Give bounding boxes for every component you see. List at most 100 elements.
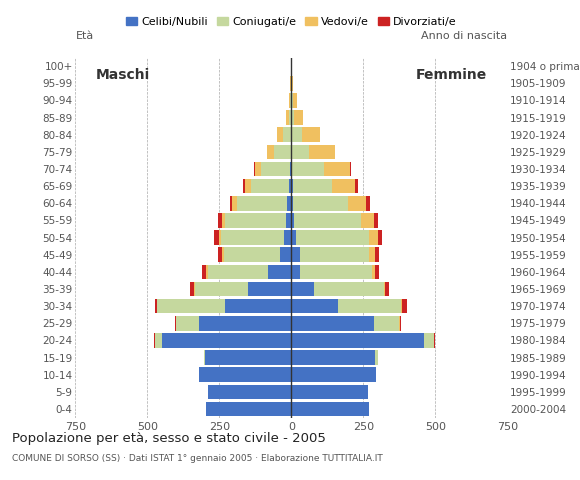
Bar — [206, 402, 292, 416]
Bar — [375, 350, 378, 365]
Bar — [243, 179, 245, 193]
Bar — [292, 333, 424, 348]
Bar — [424, 333, 434, 348]
Bar — [218, 213, 222, 228]
Bar — [292, 402, 369, 416]
Bar — [194, 282, 195, 296]
Bar — [248, 282, 292, 296]
Bar — [294, 110, 303, 125]
Bar — [280, 248, 292, 262]
Bar — [292, 128, 302, 142]
Bar — [224, 248, 280, 262]
Bar — [383, 282, 385, 296]
Bar — [401, 299, 403, 313]
Bar — [200, 368, 292, 382]
Bar — [155, 299, 157, 313]
Bar — [292, 162, 324, 176]
Bar — [155, 333, 162, 348]
Text: Maschi: Maschi — [96, 68, 150, 82]
Bar — [292, 76, 293, 91]
Text: Età: Età — [75, 31, 93, 41]
Bar — [218, 248, 222, 262]
Bar — [374, 213, 378, 228]
Bar — [293, 179, 332, 193]
Bar — [261, 162, 290, 176]
Bar — [292, 144, 309, 159]
Bar — [375, 248, 379, 262]
Bar — [274, 144, 292, 159]
Bar — [205, 350, 292, 365]
Bar — [400, 316, 401, 331]
Text: Popolazione per età, sesso e stato civile - 2005: Popolazione per età, sesso e stato civil… — [12, 432, 325, 445]
Bar — [158, 299, 225, 313]
Bar — [277, 128, 283, 142]
Bar — [293, 196, 347, 211]
Bar — [292, 316, 374, 331]
Bar — [195, 282, 248, 296]
Bar — [292, 196, 293, 211]
Bar — [294, 213, 361, 228]
Bar — [176, 316, 200, 331]
Bar — [290, 93, 292, 108]
Bar — [369, 230, 378, 245]
Bar — [292, 368, 376, 382]
Bar — [338, 299, 401, 313]
Bar — [292, 282, 314, 296]
Bar — [375, 264, 379, 279]
Bar — [292, 248, 300, 262]
Bar — [385, 282, 389, 296]
Bar — [361, 213, 374, 228]
Bar — [292, 384, 368, 399]
Bar — [206, 264, 208, 279]
Bar — [378, 230, 382, 245]
Bar — [208, 384, 292, 399]
Bar — [286, 110, 289, 125]
Bar — [292, 230, 296, 245]
Bar — [292, 264, 300, 279]
Bar — [190, 282, 194, 296]
Bar — [372, 264, 375, 279]
Bar — [292, 213, 294, 228]
Bar — [245, 179, 251, 193]
Bar — [204, 350, 205, 365]
Bar — [287, 196, 292, 211]
Bar — [255, 162, 261, 176]
Bar — [230, 196, 233, 211]
Bar — [233, 196, 237, 211]
Bar — [292, 299, 338, 313]
Bar — [302, 128, 320, 142]
Bar — [251, 179, 289, 193]
Bar — [367, 196, 370, 211]
Bar — [324, 162, 350, 176]
Bar — [289, 179, 292, 193]
Bar — [292, 350, 375, 365]
Bar — [283, 128, 292, 142]
Bar — [350, 162, 351, 176]
Bar — [286, 213, 292, 228]
Bar — [214, 230, 219, 245]
Bar — [237, 196, 287, 211]
Bar — [222, 213, 225, 228]
Text: COMUNE DI SORSO (SS) · Dati ISTAT 1° gennaio 2005 · Elaborazione TUTTITALIA.IT: COMUNE DI SORSO (SS) · Dati ISTAT 1° gen… — [12, 454, 382, 463]
Bar — [309, 144, 335, 159]
Bar — [314, 282, 383, 296]
Bar — [225, 299, 292, 313]
Bar — [300, 264, 372, 279]
Bar — [225, 213, 286, 228]
Bar — [219, 230, 221, 245]
Bar — [355, 179, 358, 193]
Bar — [296, 230, 369, 245]
Bar — [300, 248, 369, 262]
Bar — [254, 162, 255, 176]
Bar — [292, 110, 294, 125]
Bar — [267, 144, 274, 159]
Bar — [289, 93, 290, 108]
Bar — [347, 196, 367, 211]
Bar — [269, 264, 292, 279]
Bar — [292, 93, 293, 108]
Bar — [374, 316, 400, 331]
Legend: Celibi/Nubili, Coniugati/e, Vedovi/e, Divorziati/e: Celibi/Nubili, Coniugati/e, Vedovi/e, Di… — [121, 13, 462, 32]
Bar — [369, 248, 375, 262]
Text: Femmine: Femmine — [416, 68, 487, 82]
Bar — [292, 179, 293, 193]
